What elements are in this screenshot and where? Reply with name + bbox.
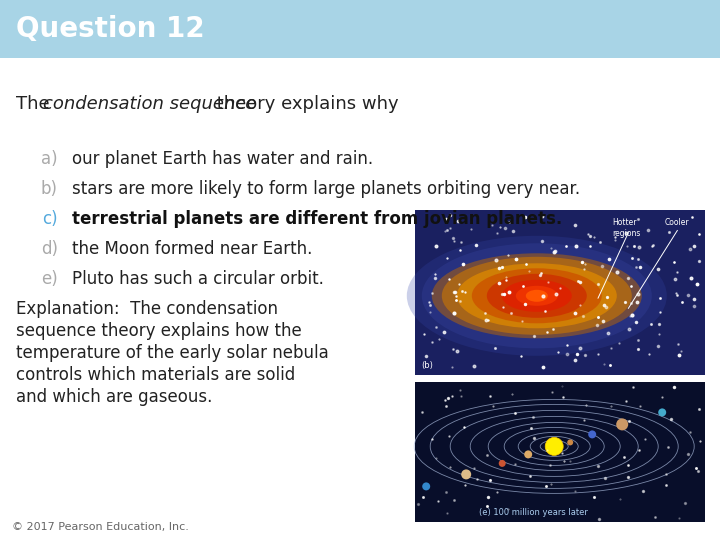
Ellipse shape	[487, 274, 587, 318]
Text: (b): (b)	[421, 361, 433, 370]
Text: terrestrial planets are different from jovian planets.: terrestrial planets are different from j…	[72, 210, 562, 228]
Text: b): b)	[41, 180, 58, 198]
Text: © 2017 Pearson Education, Inc.: © 2017 Pearson Education, Inc.	[12, 522, 189, 532]
Ellipse shape	[658, 408, 666, 416]
Ellipse shape	[456, 264, 617, 328]
Ellipse shape	[432, 253, 642, 338]
Text: Pluto has such a circular orbit.: Pluto has such a circular orbit.	[72, 270, 324, 288]
Ellipse shape	[462, 469, 471, 480]
Ellipse shape	[545, 437, 563, 455]
Ellipse shape	[516, 286, 558, 306]
Ellipse shape	[616, 418, 628, 430]
Ellipse shape	[407, 236, 667, 356]
Text: condensation sequence: condensation sequence	[43, 95, 256, 113]
Text: The: The	[16, 95, 55, 113]
Text: theory explains why: theory explains why	[211, 95, 399, 113]
Text: stars are more likely to form large planets orbiting very near.: stars are more likely to form large plan…	[72, 180, 580, 198]
Text: Explanation:  The condensation: Explanation: The condensation	[16, 300, 278, 318]
Ellipse shape	[524, 450, 532, 458]
Text: (e) 100 million years later: (e) 100 million years later	[479, 508, 588, 517]
FancyBboxPatch shape	[0, 0, 720, 58]
Text: the Moon formed near Earth.: the Moon formed near Earth.	[72, 240, 312, 258]
FancyBboxPatch shape	[415, 382, 705, 522]
Text: and which are gaseous.: and which are gaseous.	[16, 388, 212, 406]
Text: Question 12: Question 12	[16, 15, 204, 43]
Text: Hotter
regions: Hotter regions	[612, 218, 641, 238]
Ellipse shape	[588, 430, 596, 438]
Text: sequence theory explains how the: sequence theory explains how the	[16, 322, 302, 340]
Ellipse shape	[472, 268, 602, 323]
Ellipse shape	[442, 257, 632, 335]
Text: e): e)	[41, 270, 58, 288]
Text: d): d)	[41, 240, 58, 258]
Text: controls which materials are solid: controls which materials are solid	[16, 366, 295, 384]
Text: a): a)	[41, 150, 58, 168]
Ellipse shape	[422, 482, 431, 490]
Text: c): c)	[42, 210, 58, 228]
Ellipse shape	[567, 440, 573, 445]
Ellipse shape	[526, 290, 548, 302]
Ellipse shape	[499, 460, 505, 467]
Text: Cooler: Cooler	[665, 218, 689, 227]
Text: our planet Earth has water and rain.: our planet Earth has water and rain.	[72, 150, 373, 168]
Ellipse shape	[422, 244, 652, 348]
FancyBboxPatch shape	[415, 210, 705, 375]
Ellipse shape	[502, 280, 572, 312]
Text: temperature of the early solar nebula: temperature of the early solar nebula	[16, 344, 329, 362]
